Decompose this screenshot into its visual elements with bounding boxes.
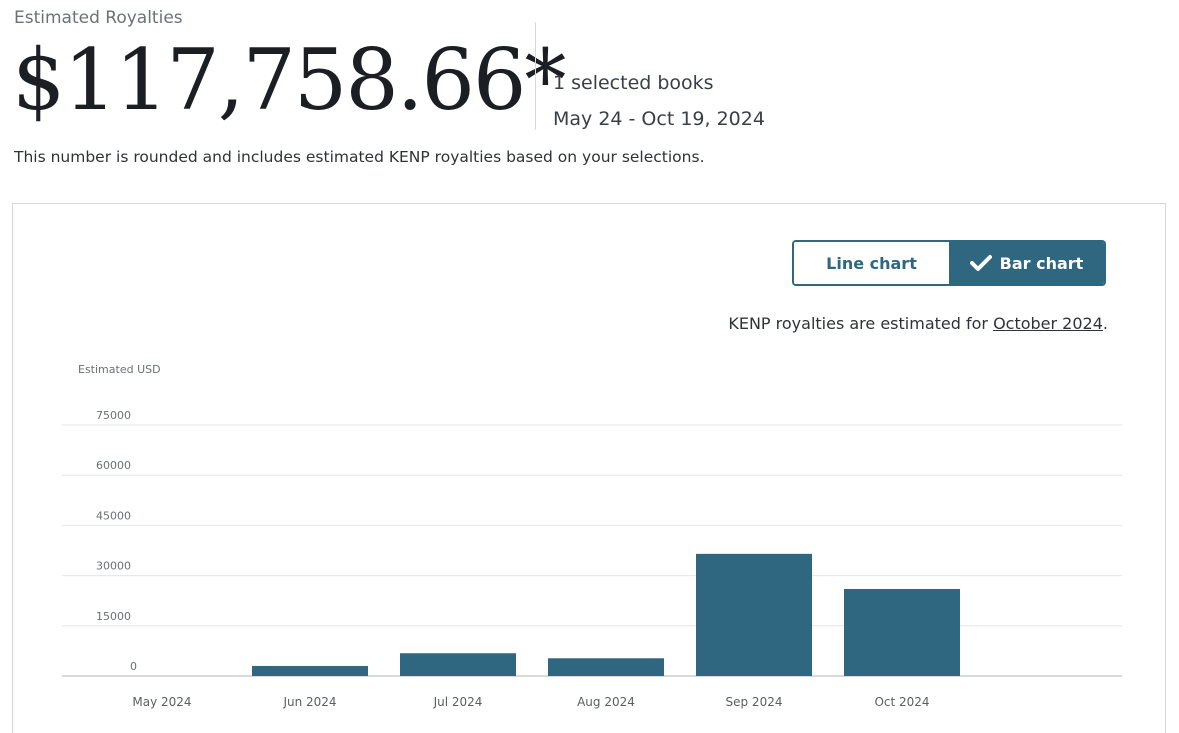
rounding-note: This number is rounded and includes esti… (14, 148, 705, 166)
y-tick-label: 0 (130, 660, 137, 673)
x-tick-label: Aug 2024 (577, 695, 635, 709)
selected-books-count: 1 selected books (553, 72, 714, 94)
x-tick-label: Oct 2024 (874, 695, 929, 709)
bar-chart-label: Bar chart (999, 253, 1084, 273)
royalties-bar-chart: Estimated USD 0 15000 30000 45000 60000 75000… (62, 363, 1122, 709)
x-tick-label: May 2024 (132, 695, 191, 709)
estimated-royalties-label: Estimated Royalties (14, 8, 183, 28)
bar-oct-2024[interactable] (844, 588, 960, 676)
chart-gridlines (62, 424, 1122, 677)
x-tick-label: Jul 2024 (433, 695, 483, 709)
chart-labels: 0 15000 30000 45000 60000 75000 May 2024 Jun 20… (96, 409, 930, 709)
y-tick-label: 45000 (96, 509, 131, 522)
kenp-month-link[interactable]: October 2024 (993, 314, 1103, 333)
line-chart-label: Line chart (826, 253, 917, 273)
y-tick-label: 15000 (96, 610, 131, 623)
x-tick-label: Sep 2024 (726, 695, 783, 709)
line-chart-button[interactable]: Line chart (794, 242, 949, 284)
kenp-note: KENP royalties are estimated for October… (550, 314, 1108, 333)
y-tick-label: 75000 (96, 409, 131, 422)
y-tick-label: 30000 (96, 560, 131, 573)
header-divider (535, 22, 536, 130)
bar-aug-2024[interactable] (548, 658, 664, 676)
x-tick-label: Jun 2024 (282, 695, 336, 709)
checkmark-icon (969, 255, 992, 271)
bar-sep-2024[interactable] (696, 553, 812, 676)
y-axis-label: Estimated USD (78, 363, 161, 376)
bar-jul-2024[interactable] (400, 653, 516, 676)
chart-bars (252, 553, 960, 676)
kenp-note-text: KENP royalties are estimated for (728, 314, 994, 333)
y-tick-label: 60000 (96, 459, 131, 472)
bar-chart-button[interactable]: Bar chart (949, 242, 1104, 284)
royalties-amount: $117,758.66* (12, 31, 566, 129)
chart-panel (12, 203, 1166, 733)
date-range: May 24 - Oct 19, 2024 (553, 108, 765, 130)
bar-jun-2024[interactable] (252, 665, 368, 676)
chart-type-toggle: Line chart Bar chart (792, 240, 1106, 286)
kenp-note-period: . (1102, 314, 1108, 333)
